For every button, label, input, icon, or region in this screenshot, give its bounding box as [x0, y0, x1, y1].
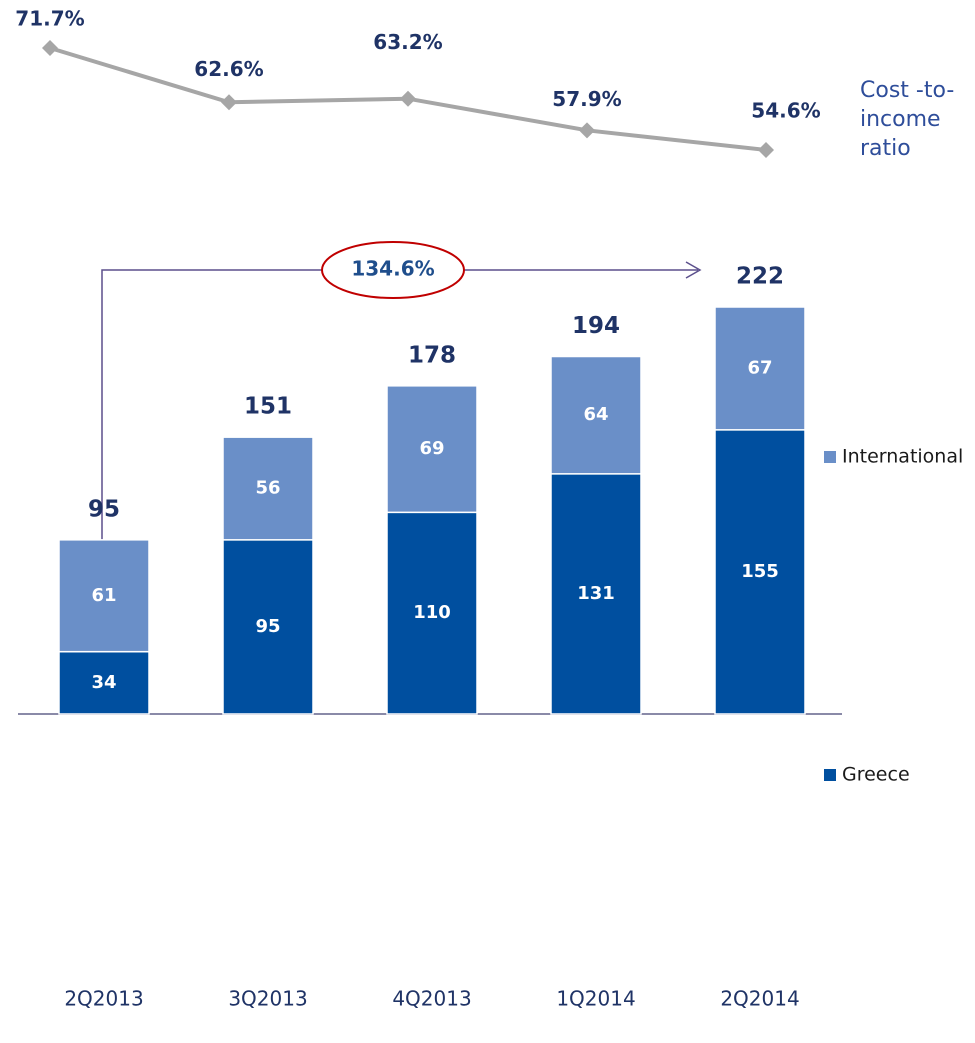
- segment-label: 95: [255, 616, 280, 637]
- arrow-head: [685, 261, 702, 279]
- bar-segment: [386, 385, 478, 514]
- ratio-marker: [400, 90, 416, 107]
- ratio-label: 63.2%: [373, 30, 442, 54]
- ratio-marker: [221, 94, 237, 111]
- x-tick-label: 1Q2014: [556, 987, 635, 1011]
- ratio-marker: [42, 40, 58, 56]
- bar-segment: [714, 429, 806, 715]
- annotation-ellipse: [321, 241, 465, 299]
- growth-arrow: [101, 269, 322, 620]
- ratio-marker: [758, 142, 774, 158]
- bar-segment: [550, 355, 642, 475]
- bar-segment: [550, 473, 642, 715]
- ratio-label: 62.6%: [194, 57, 263, 81]
- segment-label: 155: [741, 561, 779, 582]
- segment-label: 131: [577, 583, 615, 604]
- segment-label: 110: [413, 602, 451, 623]
- ratio-label: 57.9%: [552, 87, 621, 111]
- total-label: 222: [736, 264, 784, 290]
- ratio-label: 54.6%: [751, 99, 820, 123]
- segment-label: 67: [747, 357, 772, 378]
- x-tick-label: 4Q2013: [392, 987, 471, 1011]
- legend-label: Greece: [842, 764, 910, 786]
- line-legend: Cost -to-income ratio: [860, 78, 955, 161]
- bar-segment: [386, 511, 478, 715]
- x-tick-label: 2Q2013: [64, 987, 143, 1011]
- bar-segment: [222, 539, 314, 715]
- ratio-label: 71.7%: [15, 7, 84, 31]
- total-label: 151: [244, 394, 292, 420]
- ratio-marker: [579, 122, 595, 139]
- segment-label: 56: [255, 478, 280, 499]
- segment-label: 34: [91, 672, 116, 693]
- total-label: 194: [572, 313, 620, 339]
- x-tick-label: 2Q2014: [720, 987, 799, 1011]
- total-label: 178: [408, 342, 456, 368]
- segment-label: 61: [91, 585, 116, 606]
- annotation: 134.6%: [351, 257, 434, 281]
- bar-segment: [222, 436, 314, 541]
- legend-swatch: [824, 451, 836, 463]
- legend-label: International: [842, 446, 963, 468]
- bar-segment: [714, 306, 806, 431]
- total-label: 95: [88, 496, 120, 522]
- bar-segment: [58, 539, 150, 653]
- legend-swatch: [824, 769, 836, 781]
- segment-label: 69: [419, 438, 444, 459]
- segment-label: 64: [583, 404, 608, 425]
- x-tick-label: 3Q2013: [228, 987, 307, 1011]
- bar-segment: [58, 650, 150, 715]
